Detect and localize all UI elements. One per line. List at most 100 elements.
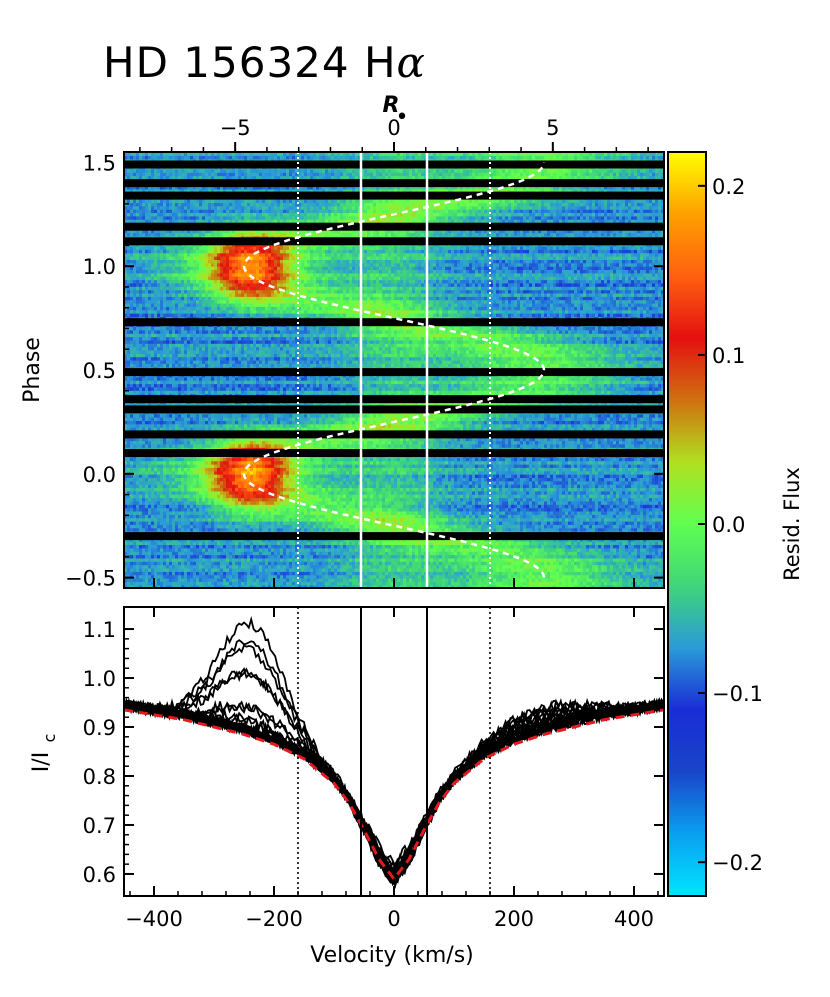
heatmap-cell: [277, 584, 281, 588]
heatmap-cell: [637, 554, 641, 559]
heatmap-cell: [355, 564, 359, 569]
heatmap-cell: [151, 567, 155, 572]
heatmap-cell: [511, 527, 515, 532]
heatmap-cell: [484, 551, 488, 556]
heatmap-cell: [550, 541, 554, 545]
heatmap-cell: [271, 577, 275, 582]
heatmap-cell: [553, 564, 557, 569]
heatmap-cell: [400, 571, 404, 576]
heatmap-cell: [586, 564, 590, 569]
heatmap-cell: [625, 514, 629, 519]
heatmap-cell: [286, 571, 290, 576]
heatmap-cell: [361, 574, 365, 579]
heatmap-cell: [169, 584, 173, 588]
heatmap-cell: [403, 527, 407, 532]
heatmap-cell: [247, 554, 251, 559]
heatmap-cell: [631, 557, 635, 562]
heatmap-cell: [127, 571, 131, 576]
heatmap-cell: [514, 561, 518, 566]
heatmap-cell: [223, 581, 227, 586]
heatmap-cell: [523, 527, 527, 532]
heatmap-cell: [373, 554, 377, 559]
heatmap-cell: [310, 581, 314, 586]
heatmap-cell: [619, 517, 623, 522]
heatmap-cell: [550, 584, 554, 588]
heatmap-cell: [445, 554, 449, 559]
heatmap-cell: [349, 577, 353, 582]
heatmap-cell: [544, 581, 548, 586]
heatmap-cell: [505, 547, 509, 552]
heatmap-cell: [637, 541, 641, 545]
heatmap-cell: [556, 561, 560, 566]
heatmap-cell: [472, 544, 476, 549]
heatmap-cell: [334, 577, 338, 582]
heatmap-cell: [397, 571, 401, 576]
heatmap-cell: [340, 514, 344, 519]
heatmap-cell: [493, 574, 497, 579]
heatmap-cell: [379, 510, 383, 515]
heatmap-cell: [286, 520, 290, 525]
heatmap-cell: [340, 541, 344, 545]
heatmap-cell: [478, 581, 482, 586]
heatmap-cell: [505, 541, 509, 545]
heatmap-cell: [367, 551, 371, 556]
heatmap-cell: [124, 551, 128, 556]
heatmap-cell: [235, 554, 239, 559]
heatmap-cell: [175, 527, 179, 532]
heatmap-cell: [127, 581, 131, 586]
heatmap-cell: [373, 541, 377, 545]
heatmap-cell: [421, 564, 425, 569]
heatmap-cell: [265, 571, 269, 576]
heatmap-cell: [469, 544, 473, 549]
heatmap-cell: [220, 557, 224, 562]
heatmap-cell: [412, 584, 416, 588]
heatmap-cell: [205, 524, 209, 529]
heatmap-cell: [298, 577, 302, 582]
heatmap-cell: [376, 561, 380, 566]
heatmap-cell: [124, 527, 128, 532]
heatmap-cell: [511, 557, 515, 562]
heatmap-cell: [181, 517, 185, 522]
heatmap-cell: [373, 547, 377, 552]
heatmap-cell: [202, 541, 206, 545]
heatmap-cell: [442, 510, 446, 515]
heatmap-cell: [226, 541, 230, 545]
heatmap-cell: [313, 551, 317, 556]
heatmap-cell: [139, 561, 143, 566]
heatmap-cell: [361, 547, 365, 552]
heatmap-cell: [493, 561, 497, 566]
heatmap-cell: [340, 571, 344, 576]
heatmap-cell: [187, 561, 191, 566]
heatmap-cell: [289, 547, 293, 552]
heatmap-cell: [328, 541, 332, 545]
heatmap-cell: [319, 574, 323, 579]
heatmap-cell: [133, 557, 137, 562]
heatmap-cell: [313, 514, 317, 519]
heatmap-cell: [610, 577, 614, 582]
heatmap-cell: [610, 571, 614, 576]
heatmap-cell: [604, 547, 608, 552]
heatmap-cell: [400, 574, 404, 579]
heatmap-cell: [340, 520, 344, 525]
heatmap-cell: [607, 571, 611, 576]
heatmap-cell: [658, 571, 662, 576]
heatmap-cell: [223, 567, 227, 572]
heatmap-cell: [382, 520, 386, 525]
heatmap-cell: [157, 567, 161, 572]
heatmap-cell: [292, 544, 296, 549]
heatmap-cell: [322, 527, 326, 532]
heatmap-cell: [580, 561, 584, 566]
heatmap-cell: [622, 520, 626, 525]
heatmap-cell: [400, 520, 404, 525]
heatmap-cell: [421, 551, 425, 556]
heatmap-cell: [160, 527, 164, 532]
heatmap-cell: [421, 561, 425, 566]
heatmap-cell: [244, 514, 248, 519]
heatmap-cell: [562, 544, 566, 549]
heatmap-cell: [604, 554, 608, 559]
heatmap-cell: [538, 577, 542, 582]
heatmap-cell: [514, 567, 518, 572]
heatmap-cell: [412, 564, 416, 569]
heatmap-cell: [529, 520, 533, 525]
heatmap-cell: [271, 544, 275, 549]
